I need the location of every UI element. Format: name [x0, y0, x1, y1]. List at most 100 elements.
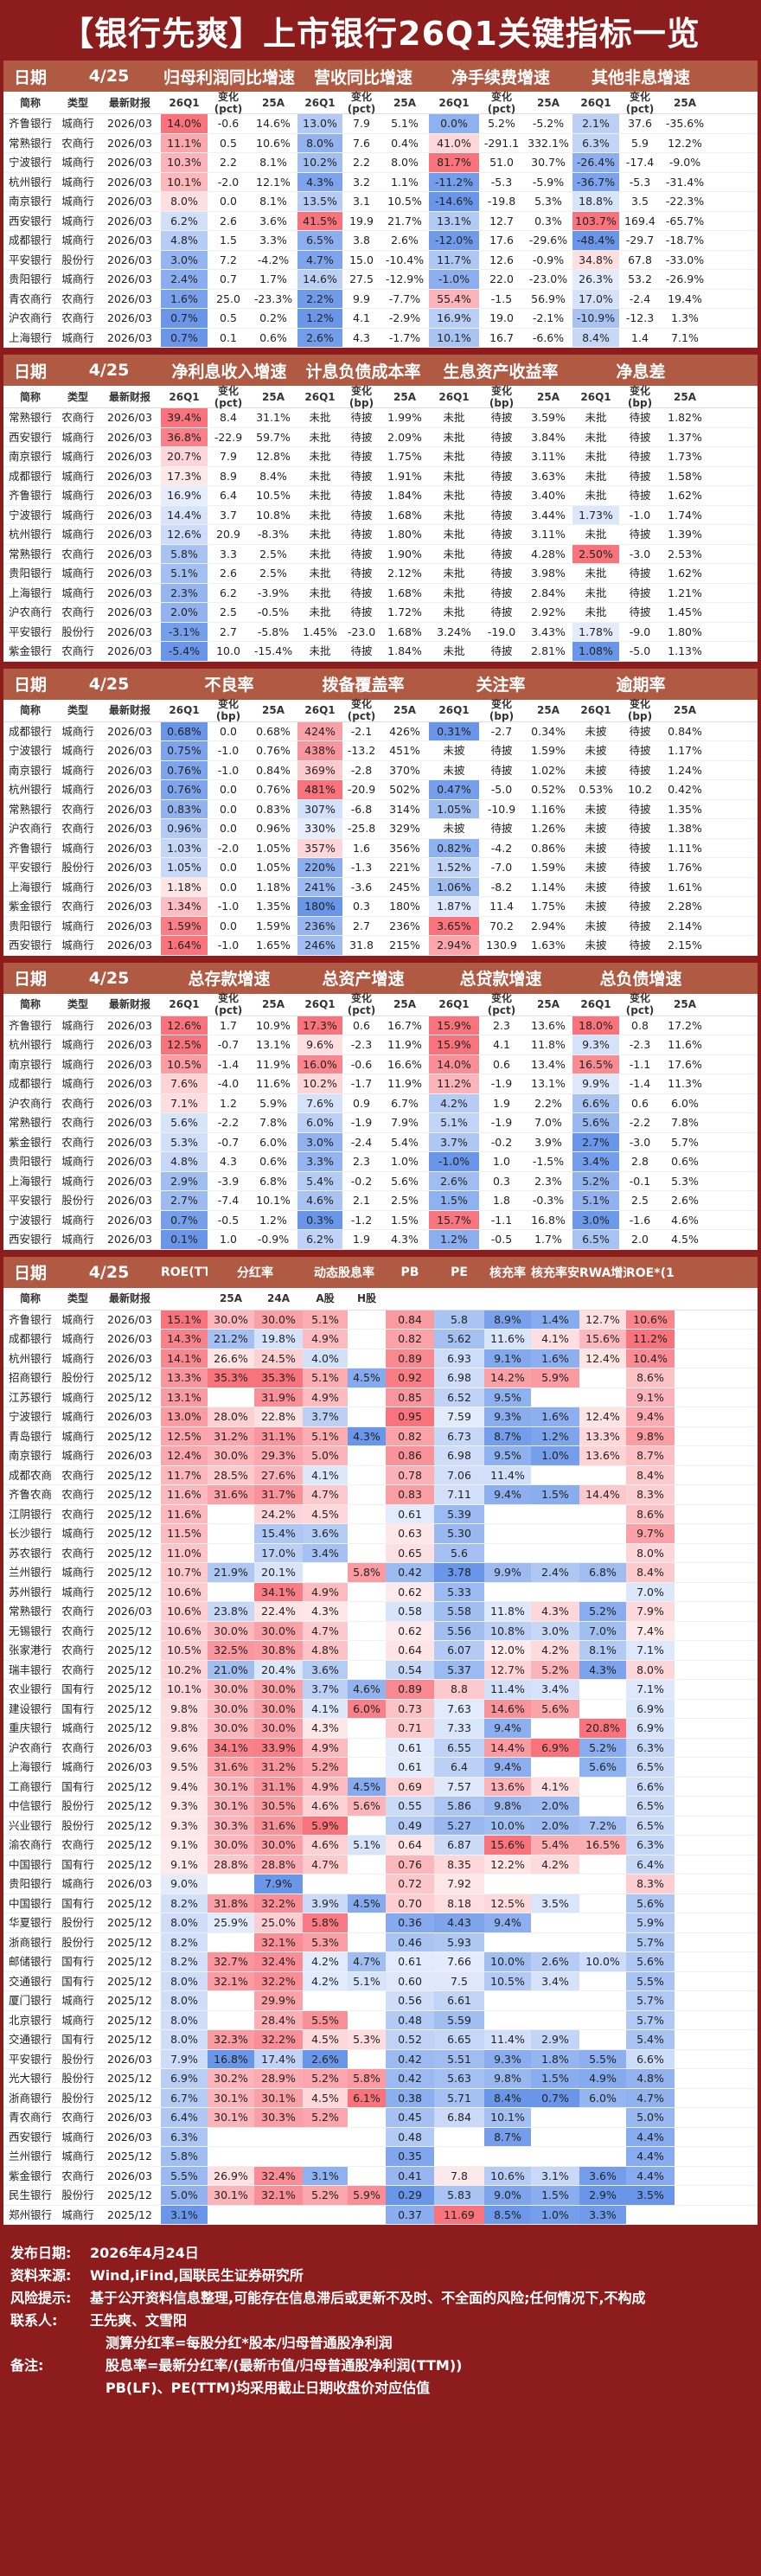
table-cell: -2.8 — [350, 763, 373, 777]
table-cell: 30.0% — [254, 1699, 303, 1718]
section-header-cell: 分红率 — [237, 1266, 273, 1280]
table-cell: 8.7% — [484, 1426, 531, 1445]
table-cell: 3.78 — [434, 1563, 484, 1582]
table-cell: 上海银行 — [8, 330, 52, 344]
table-cell: 12.7% — [579, 1310, 626, 1329]
table-cell: 1.05% — [429, 799, 479, 818]
table-cell: 30.0% — [254, 1836, 303, 1855]
table-cell: 未批 — [309, 508, 331, 522]
table-cell: 0.58 — [386, 1602, 434, 1621]
table-cell: 6.8% — [259, 1174, 287, 1188]
table-row: 渝农商行 农商行 2025/12 9.1% 30.0% 30.0% 4.6% 5.1% 0.64… — [3, 1836, 758, 1855]
table-cell: 4.7% — [626, 2088, 675, 2107]
column-header: H股 — [356, 1292, 377, 1304]
table-cell: 2.2% — [297, 289, 342, 308]
table-cell: 0.60 — [386, 1971, 434, 1990]
table-cell: 0.89 — [386, 1680, 434, 1699]
table-cell: 未批 — [443, 586, 465, 599]
table-cell: 15.7% — [429, 1210, 479, 1229]
column-header: 26Q1 — [169, 998, 200, 1010]
table-cell: 14.4% — [484, 1738, 531, 1757]
column-header-row: 简称 类型 最新财报 26Q1 变化 (bp) 25A 26Q1 变化 (pct) 25A 26Q… — [3, 698, 758, 722]
table-cell: 4.5% — [348, 1777, 386, 1796]
table-cell: 5.58 — [434, 1602, 484, 1621]
table-cell: 0.84 — [386, 1310, 434, 1329]
table-cell: 5.39 — [434, 1504, 484, 1523]
table-cell: 31.1% — [254, 1426, 303, 1445]
table-cell: 5.2% — [531, 1660, 579, 1679]
table-cell: 8.18 — [434, 1894, 484, 1913]
table-cell: 股份行 — [61, 1194, 94, 1207]
table-row: 紫金银行 农商行 2026/03 -5.4% 10.0 -15.4% 未批 待披 1.84% 未批… — [3, 642, 758, 662]
column-header: 变化 (bp) — [627, 384, 653, 409]
table-cell: 2.15% — [668, 939, 702, 952]
table-cell: 13.1% — [429, 211, 479, 230]
table-cell: 30.0% — [208, 1310, 254, 1329]
table-cell: 2026/03 — [107, 508, 152, 522]
table-cell: 10.6% — [256, 136, 291, 150]
table-cell: 2026/03 — [107, 117, 152, 130]
table-cell: 2026/03 — [107, 822, 152, 835]
table-cell: 沪农商行 — [8, 1740, 52, 1754]
table-cell: 0.92 — [386, 1368, 434, 1387]
table-cell: 3.4% — [531, 1971, 579, 1990]
table-cell: 待披 — [490, 567, 513, 580]
table-cell: 6.5% — [626, 1816, 675, 1835]
table-cell: 农商行 — [61, 1644, 94, 1656]
table-cell: 2025/12 — [107, 2091, 152, 2105]
table-cell — [348, 1485, 386, 1504]
table-cell: 5.6% — [626, 1894, 675, 1913]
table-cell: 3.6% — [303, 1524, 348, 1543]
table-row: 青岛银行 城商行 2025/12 12.5% 31.2% 31.1% 5.1% 4.3% 0.8… — [3, 1426, 758, 1446]
table-cell: 2026/03 — [107, 1213, 152, 1227]
table-cell: 0.46 — [386, 1932, 434, 1951]
table-cell: 待披 — [629, 880, 651, 894]
table-cell: -23.3% — [253, 292, 293, 305]
table-cell: 5.7% — [626, 2010, 675, 2029]
table-cell: 0.76% — [256, 744, 291, 757]
table-cell: 0.65 — [386, 1543, 434, 1562]
table-cell: 4.6% — [303, 1797, 348, 1816]
table-cell: 8.7% — [626, 1446, 675, 1465]
column-header: 26Q1 — [304, 998, 336, 1010]
table-cell — [208, 1544, 254, 1563]
table-cell: 1.76% — [668, 861, 702, 874]
table-cell: 31.2% — [254, 1758, 303, 1777]
table-cell — [208, 2147, 254, 2166]
table-cell: -14.6% — [429, 192, 479, 211]
table-cell: 70.2 — [489, 919, 514, 932]
table-cell: -17.4 — [625, 156, 655, 169]
table-cell: 国有行 — [61, 1779, 94, 1793]
table-cell: 5.63 — [434, 2069, 484, 2088]
table-cell: 22.8% — [254, 1407, 303, 1426]
table-cell — [208, 2011, 254, 2030]
table-cell — [579, 1933, 626, 1952]
table-cell: -2.1% — [532, 311, 565, 324]
table-cell: 待披 — [350, 586, 373, 599]
table-cell: 9.7% — [626, 1524, 675, 1543]
table-cell: 1.0% — [391, 1155, 419, 1168]
table-cell: 未批 — [309, 547, 331, 561]
table-cell: -3.9 — [217, 1174, 240, 1188]
table-cell: 55.4% — [429, 289, 479, 308]
table-cell: 1.0% — [531, 2205, 579, 2224]
table-cell: 1.84% — [387, 489, 422, 502]
table-cell: 4.1 — [353, 311, 370, 324]
table-cell: 15.6% — [484, 1836, 531, 1855]
table-cell: 2025/12 — [107, 1935, 152, 1949]
table-cell: 未批 — [585, 411, 607, 424]
table-cell: 未批 — [443, 508, 465, 522]
table-cell: 4.4% — [626, 2166, 675, 2185]
table-cell: 6.9% — [161, 2069, 208, 2088]
table-row: 上海银行 城商行 2026/03 2.9% -3.9 6.8% 5.4% -0.2 5.6% 2.… — [3, 1171, 758, 1191]
table-cell: 0.31% — [429, 721, 479, 740]
column-header: 变化 (pct) — [347, 992, 376, 1016]
table-cell: 6.6% — [626, 2049, 675, 2068]
table-cell: 工商银行 — [8, 1779, 52, 1793]
table-row: 张家港行 农商行 2025/12 10.5% 32.5% 30.8% 4.8% 0.64 6.0… — [3, 1641, 758, 1661]
table-cell: 待披 — [629, 939, 651, 952]
table-cell: 11.3% — [668, 1077, 702, 1090]
table-cell: 13.3% — [161, 1368, 208, 1387]
table-cell: 13.5% — [297, 192, 342, 211]
table-cell: 8.2% — [161, 1894, 208, 1913]
